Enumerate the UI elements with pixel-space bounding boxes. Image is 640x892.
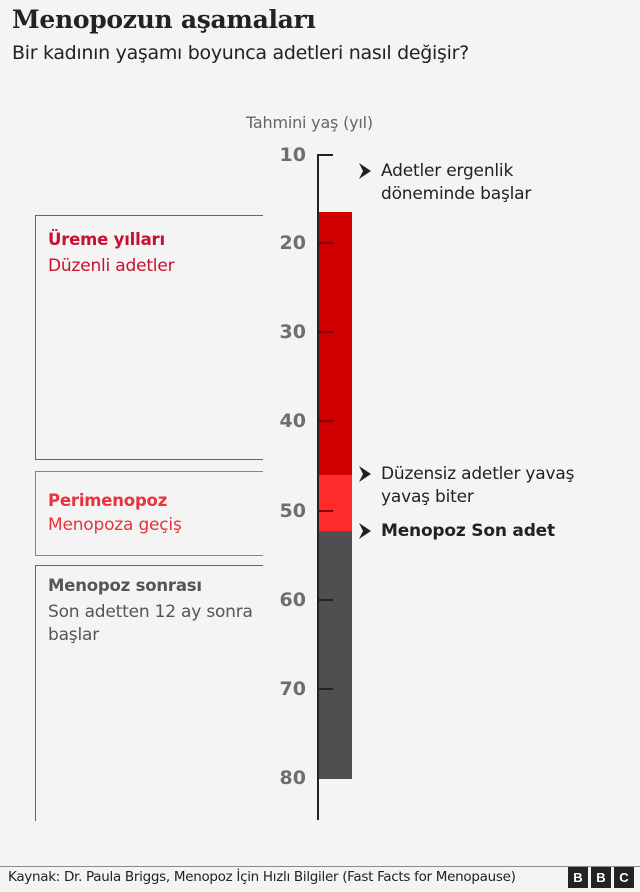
tick-mark-30 <box>319 331 333 333</box>
tick-label-30: 30 <box>279 321 306 343</box>
tick-label-70: 70 <box>279 678 306 700</box>
chevron-right-icon <box>359 523 371 539</box>
tick-label-40: 40 <box>279 410 306 432</box>
tick-label-10: 10 <box>279 144 306 166</box>
source-note: Kaynak: Dr. Paula Briggs, Menopoz İçin H… <box>8 869 516 885</box>
annotation-text: Menopoz Son adet <box>381 521 555 541</box>
bbc-logo-letter: B <box>568 867 588 888</box>
annotation-menopause: Menopoz Son adet <box>358 520 555 543</box>
y-axis-line <box>317 154 319 820</box>
chart-subtitle: Bir kadının yaşamı boyunca adetleri nası… <box>12 42 469 64</box>
stage-subtitle: Menopoza geçiş <box>48 515 182 535</box>
bbc-logo-letter: B <box>591 867 611 888</box>
annotation-irregular: Düzensiz adetler yavaş yavaş biter <box>358 463 574 509</box>
y-axis-label: Tahmini yaş (yıl) <box>246 113 373 132</box>
tick-mark-70 <box>319 688 333 690</box>
chevron-right-icon <box>359 466 371 482</box>
stage-title: Perimenopoz <box>48 491 168 510</box>
tick-label-60: 60 <box>279 589 306 611</box>
bbc-logo: B B C <box>568 867 634 888</box>
tick-mark-60 <box>319 599 333 601</box>
stage-title: Menopoz sonrası <box>48 576 202 595</box>
stage-box-perimenopause: Perimenopoz Menopoza geçiş <box>35 471 263 556</box>
stage-title: Üreme yılları <box>48 230 165 249</box>
stage-box-reproductive: Üreme yılları Düzenli adetler <box>35 215 263 460</box>
tick-label-20: 20 <box>279 232 306 254</box>
chart-title: Menopozun aşamaları <box>12 5 316 34</box>
bar-segment-perimenopause <box>319 475 352 531</box>
annotation-text: yavaş biter <box>381 487 474 507</box>
annotation-text: döneminde başlar <box>381 184 532 204</box>
bbc-logo-letter: C <box>614 867 634 888</box>
tick-mark-20 <box>319 242 333 244</box>
footer-divider <box>0 866 640 867</box>
tick-mark-50 <box>319 510 333 512</box>
tick-label-50: 50 <box>279 500 306 522</box>
annotation-text: Düzensiz adetler yavaş <box>381 464 575 484</box>
stage-subtitle: Düzenli adetler <box>48 256 175 276</box>
tick-label-80: 80 <box>279 767 306 789</box>
bar-segment-postmenopause <box>319 531 352 779</box>
stage-box-postmenopause: Menopoz sonrası Son adetten 12 ay sonra … <box>35 565 263 821</box>
annotation-text: Adetler ergenlik <box>381 161 514 181</box>
stage-subtitle: Son adetten 12 ay sonra başlar <box>48 602 253 645</box>
bar-segment-reproductive <box>319 212 352 475</box>
tick-mark-40 <box>319 420 333 422</box>
chevron-right-icon <box>359 163 371 179</box>
annotation-puberty: Adetler ergenlik döneminde başlar <box>358 160 531 206</box>
axis-top-tick <box>317 154 333 156</box>
